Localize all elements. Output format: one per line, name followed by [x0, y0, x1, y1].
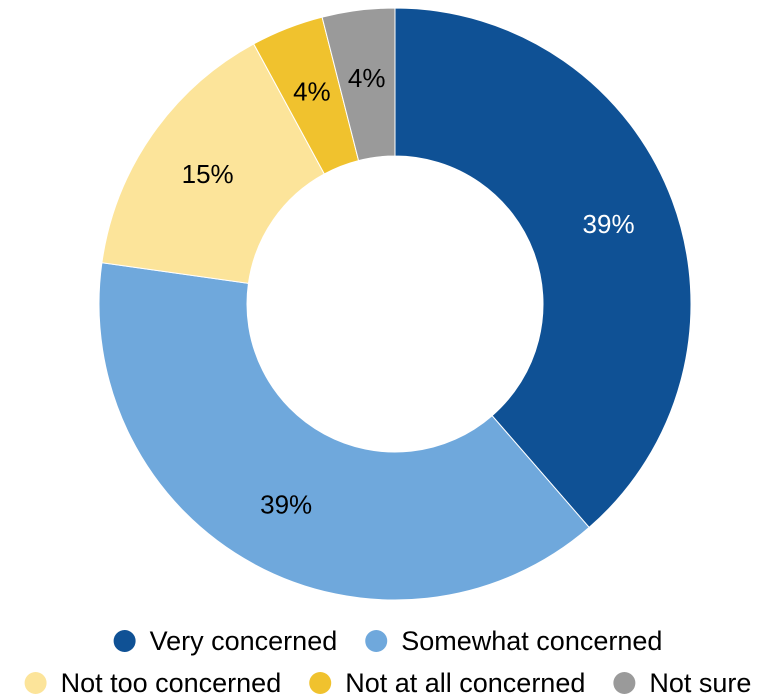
slice-somewhat-concerned	[98, 262, 590, 601]
legend-marker-not-sure	[613, 672, 636, 694]
chart-legend: Very concerned Somewhat concerned Not too …	[24, 626, 751, 696]
legend-marker-somewhat-concerned	[365, 630, 388, 652]
legend-label-very-concerned: Very concerned	[150, 626, 338, 656]
slice-label-very-concerned: 39%	[583, 209, 635, 239]
slice-label-somewhat-concerned: 39%	[260, 489, 312, 519]
slice-not-too-concerned	[101, 43, 326, 284]
legend-label-not-sure: Not sure	[649, 668, 751, 696]
legend-marker-not-too-concerned	[24, 672, 47, 694]
donut-slices	[98, 7, 692, 601]
legend-label-not-at-all-concerned: Not at all concerned	[345, 668, 585, 696]
legend-marker-not-at-all-concerned	[309, 672, 332, 694]
slice-not-sure	[321, 7, 396, 162]
slice-label-not-sure: 4%	[348, 63, 386, 93]
slice-labels: 39% 39% 15% 4% 4%	[182, 63, 635, 520]
slice-label-not-at-all-concerned: 4%	[293, 77, 331, 107]
legend-label-somewhat-concerned: Somewhat concerned	[401, 626, 662, 656]
slice-very-concerned	[394, 7, 692, 529]
legend-marker-very-concerned	[113, 630, 136, 652]
slice-label-not-too-concerned: 15%	[182, 159, 234, 189]
legend-label-not-too-concerned: Not too concerned	[61, 668, 282, 696]
